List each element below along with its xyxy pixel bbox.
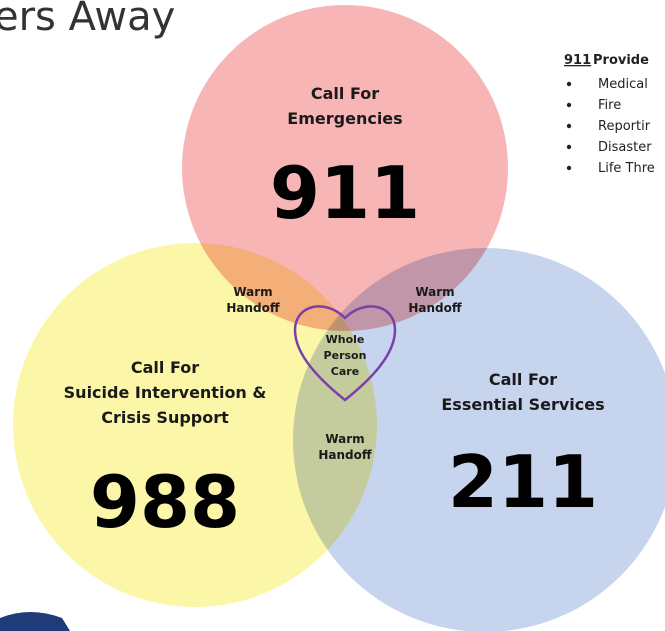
provider-item: Disaster	[598, 140, 652, 155]
overlap-label: Warm	[233, 285, 272, 299]
corner-badge	[0, 612, 70, 631]
circle-label: Call For	[311, 84, 379, 103]
bullet	[566, 165, 572, 171]
circle-label: Essential Services	[441, 395, 604, 414]
circle-988	[13, 243, 377, 607]
overlap-label: Warm	[325, 432, 364, 446]
circle-label: Call For	[131, 358, 199, 377]
overlap-label: Handoff	[226, 301, 280, 315]
provider-item: Fire	[598, 98, 621, 113]
bullet	[566, 144, 572, 150]
circle-211	[293, 248, 665, 631]
heart-outline	[293, 305, 397, 402]
circle-label: Call For	[489, 370, 557, 389]
provider-item: Life Thre	[598, 161, 655, 176]
provider-item: Reportir	[598, 119, 651, 134]
circle-number: 911	[270, 151, 420, 235]
provider-item: Medical	[598, 77, 648, 92]
slide-title: ers Away	[0, 0, 175, 40]
center-label: Person	[324, 349, 367, 362]
circle-label: Suicide Intervention &	[64, 383, 267, 402]
circle-911	[182, 5, 508, 331]
overlap-label: Handoff	[318, 448, 372, 462]
center-label: Whole	[326, 333, 365, 346]
bullet	[566, 81, 572, 87]
bullet	[566, 102, 572, 108]
provider-box: 911 Provide Medical Fire Reportir Disaster L…	[564, 53, 655, 176]
venn	[13, 5, 665, 631]
circle-number: 211	[448, 440, 598, 524]
overlap-label: Warm	[415, 285, 454, 299]
circle-number: 988	[90, 460, 240, 544]
bullet	[566, 123, 572, 129]
center-label: Care	[331, 365, 359, 378]
circle-label: Crisis Support	[101, 408, 229, 427]
provider-heading-number: 911	[564, 53, 591, 68]
circle-label: Emergencies	[287, 109, 402, 128]
overlap-label: Handoff	[408, 301, 462, 315]
provider-heading: Provide	[593, 53, 649, 68]
